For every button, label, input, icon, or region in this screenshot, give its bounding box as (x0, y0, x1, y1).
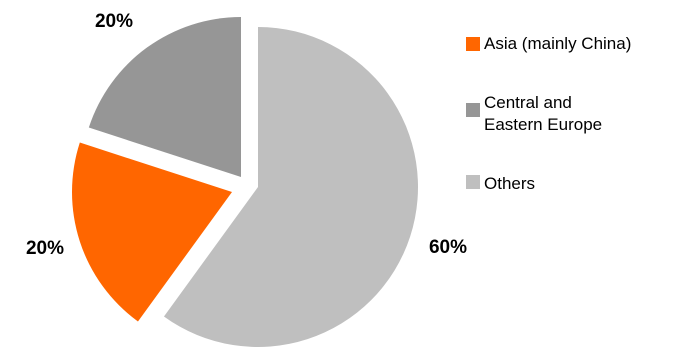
legend-entry: Others (466, 174, 535, 193)
legend-label: Others (484, 174, 535, 193)
pie-slice-asia-mainly-china (72, 142, 232, 322)
legend-swatch (466, 37, 480, 51)
legend-entry: Asia (mainly China) (466, 34, 631, 53)
legend-label: Eastern Europe (484, 115, 602, 134)
pie-labels: 60% 20% 20% (26, 11, 467, 259)
slice-percent-label: 20% (26, 238, 64, 259)
pie-slice-others (163, 27, 418, 347)
legend-swatch (466, 175, 480, 189)
legend: Asia (mainly China) Central and Eastern Eu… (466, 34, 631, 193)
pie-slices (72, 17, 418, 347)
pie-slice-central-and-eastern-europe (88, 17, 241, 177)
legend-label: Central and (484, 93, 572, 112)
slice-percent-label: 60% (429, 237, 467, 258)
legend-entry: Central and Eastern Europe (466, 93, 602, 134)
legend-swatch (466, 103, 480, 117)
slice-percent-label: 20% (95, 11, 133, 32)
legend-label: Asia (mainly China) (484, 34, 631, 53)
